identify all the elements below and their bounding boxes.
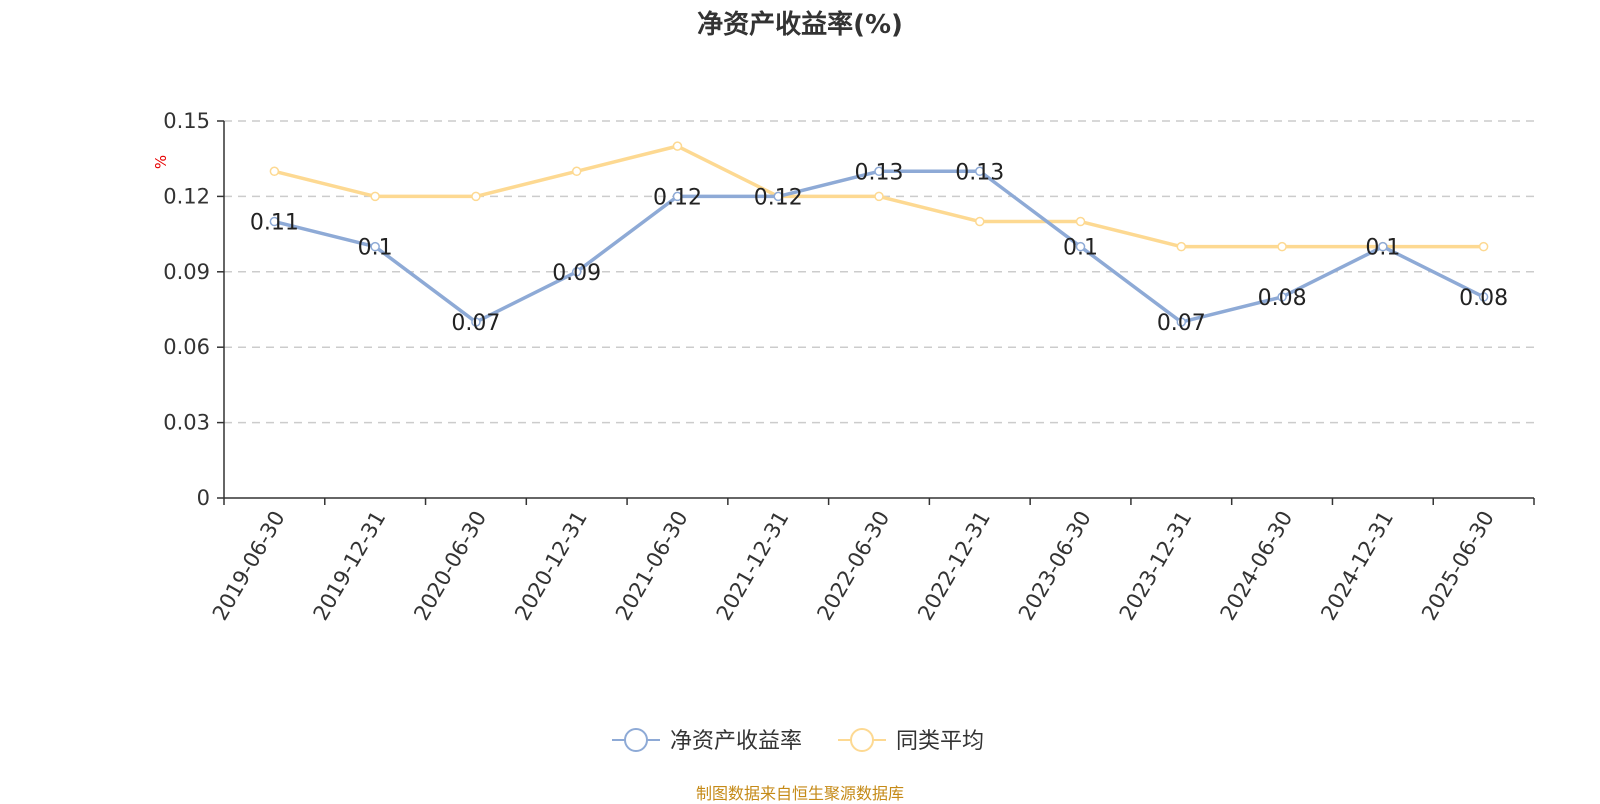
x-tick-label: 2024-06-30 [1216,507,1298,625]
legend-marker-icon [624,728,648,752]
data-point [370,241,380,252]
data-point [571,267,582,277]
y-tick-label: 0.09 [163,260,210,284]
data-label: 0.13 [855,160,904,185]
data-point [471,191,481,202]
data-point [874,166,884,177]
y-tick-label: 0.06 [163,335,210,359]
data-point [874,191,884,202]
data-label: 0.09 [552,261,601,286]
y-tick-label: 0 [197,486,210,510]
data-point [1176,241,1187,252]
y-axis-unit-label: % [152,155,170,169]
data-point [1277,241,1287,252]
data-label: 0.08 [1459,286,1508,311]
data-label: 0.13 [955,160,1004,185]
legend: 净资产收益率 同类平均 [612,728,984,754]
data-labels: 0.11 0.1 0.07 0.09 0.12 0.12 0.13 0.13 0.1 0.07 0.… [250,160,1508,336]
x-tick-label: 2023-12-31 [1115,507,1197,625]
data-label: 0.07 [1157,311,1206,336]
x-tick-label: 2025-06-30 [1417,507,1499,625]
data-point [471,317,481,327]
legend-marker-icon [850,728,874,752]
axes: 0 0.03 0.06 0.09 0.12 0.15 2019-06-30 2019-12-3… [163,109,1535,625]
data-label: 0.1 [358,236,393,261]
x-tick-label: 2020-06-30 [409,507,491,625]
data-point [1478,292,1489,302]
x-tick-label: 2019-06-30 [208,507,290,625]
data-point [1378,241,1388,252]
series-lines [269,141,1489,327]
legend-label: 净资产收益率 [670,729,802,754]
chart-title: 净资产收益率(%) [697,10,903,40]
y-tick-label: 0.15 [163,109,210,133]
data-label: 0.07 [451,311,500,336]
x-tick-label: 2024-12-31 [1316,507,1398,625]
data-label: 0.12 [653,185,702,210]
data-point [370,191,380,202]
data-label: 0.1 [1063,236,1098,261]
x-tick-label: 2021-12-31 [712,507,794,625]
data-label: 0.11 [250,211,299,236]
x-tick-label: 2020-12-31 [510,507,592,625]
data-label: 0.1 [1365,236,1400,261]
data-point [269,166,280,177]
data-point [1075,241,1086,252]
data-point [269,216,280,227]
data-point [975,166,985,177]
data-point [1478,241,1489,252]
data-point [1176,317,1187,327]
data-point [672,191,683,202]
y-tick-label: 0.12 [163,184,210,208]
x-tick-label: 2022-12-31 [913,507,995,625]
legend-label: 同类平均 [896,729,984,754]
data-label: 0.12 [754,185,803,210]
x-tick-label: 2023-06-30 [1014,507,1096,625]
y-tick-label: 0.03 [163,411,210,435]
data-point [571,166,582,177]
x-tick-label: 2021-06-30 [611,507,693,625]
x-tick-label: 2019-12-31 [309,507,391,625]
data-label: 0.08 [1258,286,1307,311]
source-note: 制图数据来自恒生聚源数据库 [695,784,904,803]
data-point [975,216,985,227]
data-point [773,191,783,202]
data-point [1277,292,1287,302]
x-tick-label: 2022-06-30 [812,507,894,625]
data-point [672,141,683,151]
data-point [1075,216,1086,227]
